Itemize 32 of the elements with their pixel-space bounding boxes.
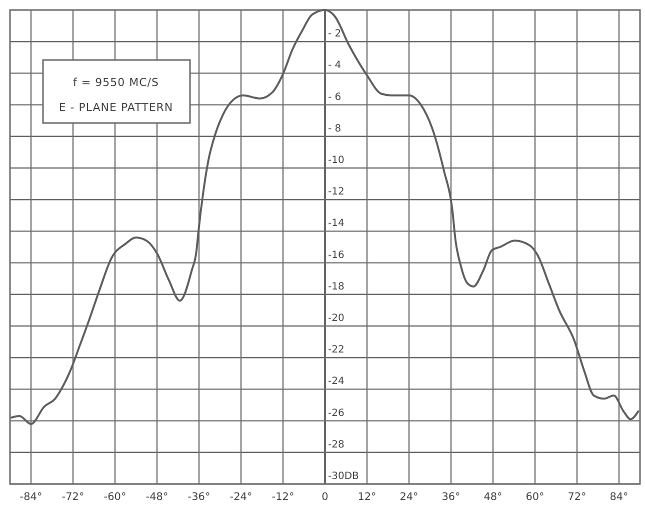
x-tick-label: -24°	[230, 491, 252, 503]
x-tick-label: -84°	[20, 491, 42, 503]
y-tick-label: - 2	[328, 28, 342, 40]
y-tick-label: - 6	[328, 92, 342, 103]
x-tick-label: 84°	[610, 491, 628, 503]
x-tick-label: -36°	[188, 491, 210, 503]
x-tick-label: 72°	[568, 491, 586, 503]
y-tick-label: -12	[328, 186, 344, 198]
x-tick-label: 24°	[400, 491, 418, 503]
x-tick-label: 12°	[358, 491, 376, 503]
x-tick-label: 48°	[484, 491, 502, 503]
y-tick-label: -10	[328, 155, 344, 166]
y-tick-label: -18	[328, 281, 344, 292]
y-tick-label: -30DB	[328, 471, 360, 482]
x-tick-label: 60°	[526, 491, 544, 503]
x-tick-label: -72°	[62, 491, 84, 503]
annotation: f = 9550 MC/S	[73, 76, 159, 89]
y-tick-label: -28	[328, 439, 344, 450]
x-tick-label: -48°	[146, 491, 168, 503]
annotation: E - PLANE PATTERN	[58, 101, 174, 114]
y-tick-label: -14	[328, 218, 344, 230]
y-tick-label: -22	[328, 344, 344, 356]
x-tick-label: -60°	[104, 491, 126, 503]
y-tick-label: -16	[328, 250, 344, 261]
x-tick-label: 36°	[442, 491, 460, 503]
y-tick-label: -24	[328, 376, 344, 388]
x-tick-label: 0	[322, 491, 328, 503]
y-tick-label: - 8	[328, 123, 342, 134]
y-tick-label: - 4	[328, 60, 342, 72]
y-tick-label: -26	[328, 408, 344, 419]
x-tick-label: -12°	[272, 491, 294, 503]
y-tick-label: -20	[328, 313, 344, 324]
